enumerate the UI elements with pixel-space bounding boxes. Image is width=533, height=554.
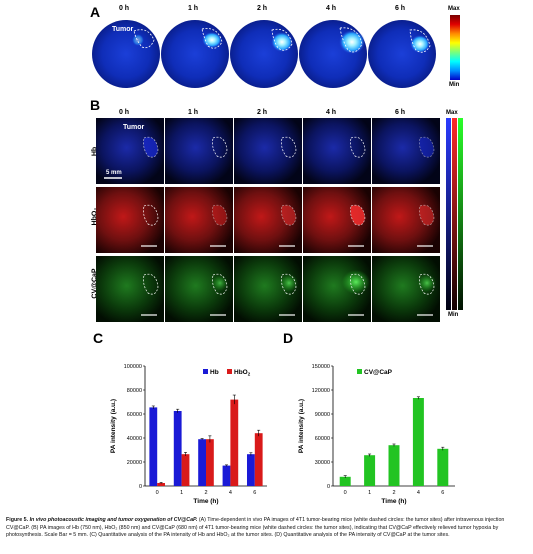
legend-label: HbO2 bbox=[234, 369, 251, 377]
x-tick-label: 1 bbox=[180, 490, 183, 496]
bar bbox=[230, 399, 239, 486]
y-axis-label: PA intensity (a.u.) bbox=[110, 399, 117, 453]
panel-b-images bbox=[96, 118, 440, 322]
y-tick-label: 20000 bbox=[127, 460, 142, 466]
pa-image-1h bbox=[161, 20, 229, 88]
y-tick-label: 60000 bbox=[315, 436, 330, 442]
pa-image-6h bbox=[368, 20, 436, 88]
y-tick-label: 30000 bbox=[315, 460, 330, 466]
panel-a-time-label: 6 h bbox=[394, 5, 406, 12]
pa-circle bbox=[299, 20, 367, 88]
panel-b-scale-label: 5 mm bbox=[106, 170, 122, 176]
panel-a-time-label: 2 h bbox=[256, 5, 268, 12]
bar bbox=[222, 465, 231, 486]
panel-b-time-label: 4 h bbox=[325, 109, 337, 116]
pa-circle bbox=[230, 20, 298, 88]
pa-image-0h bbox=[92, 20, 160, 88]
x-tick-label: 4 bbox=[417, 490, 420, 496]
tumor-outline bbox=[133, 29, 155, 49]
legend-swatch bbox=[357, 369, 362, 374]
panel-b-letter: B bbox=[90, 97, 101, 113]
panel-b-colorbar-max: Max bbox=[446, 110, 458, 116]
pa-circle bbox=[368, 20, 436, 88]
bar bbox=[173, 411, 182, 486]
bar bbox=[198, 439, 206, 486]
tumor-outline bbox=[201, 28, 223, 49]
y-tick-label: 100000 bbox=[124, 364, 142, 370]
panel-a-tumor-label: Tumor bbox=[112, 26, 134, 33]
x-tick-label: 6 bbox=[253, 490, 256, 496]
y-axis-label: PA intensity (a.u.) bbox=[298, 399, 305, 453]
panel-a-letter: A bbox=[90, 4, 101, 20]
bar bbox=[206, 439, 214, 486]
pa-circle bbox=[161, 20, 229, 88]
panel-b-time-label: 0 h bbox=[118, 109, 130, 116]
hb-colorbar bbox=[446, 118, 451, 310]
bar bbox=[437, 448, 449, 486]
panel-a-time-label: 1 h bbox=[187, 5, 199, 12]
cvcap-colorbar bbox=[458, 118, 463, 310]
tumor-outline bbox=[339, 27, 363, 53]
panel-b-time-label: 6 h bbox=[394, 109, 406, 116]
y-tick-label: 150000 bbox=[312, 364, 330, 370]
x-tick-label: 2 bbox=[204, 490, 207, 496]
x-axis-label: Time (h) bbox=[193, 498, 218, 505]
y-tick-label: 40000 bbox=[127, 436, 142, 442]
panel-a-time-label: 4 h bbox=[325, 5, 337, 12]
x-tick-label: 0 bbox=[344, 490, 347, 496]
y-tick-label: 60000 bbox=[127, 412, 142, 418]
panel-b-time-label: 1 h bbox=[187, 109, 199, 116]
bar bbox=[339, 476, 351, 486]
hbo2-colorbar bbox=[452, 118, 457, 310]
chart-c: 0 20000 40000 60000 80000 100000 PA intensity … bbox=[110, 364, 267, 505]
caption-text: (A) Time-dependent in vivo PA images of … bbox=[6, 517, 505, 539]
panel-b-time-label: 2 h bbox=[256, 109, 268, 116]
bar bbox=[246, 454, 255, 486]
tumor-outline bbox=[271, 28, 293, 51]
x-tick-label: 2 bbox=[392, 490, 395, 496]
x-axis-label: Time (h) bbox=[381, 498, 406, 505]
figure-caption: Figure 5. In vivo photoacoustic imaging … bbox=[6, 517, 528, 540]
bar bbox=[412, 398, 424, 486]
pa-image-2h bbox=[230, 20, 298, 88]
y-tick-label: 0 bbox=[327, 484, 330, 490]
legend-label: CV@CaP bbox=[364, 369, 393, 376]
legend-swatch bbox=[203, 369, 208, 374]
hb-row bbox=[96, 118, 440, 184]
x-tick-label: 1 bbox=[368, 490, 371, 496]
y-tick-label: 120000 bbox=[312, 388, 330, 394]
bar bbox=[254, 433, 263, 486]
bar bbox=[388, 445, 400, 486]
panel-a-colorbar bbox=[450, 15, 460, 80]
panel-a-time-label: 0 h bbox=[118, 5, 130, 12]
y-tick-label: 0 bbox=[139, 484, 142, 490]
caption-figure-label: Figure 5. bbox=[6, 517, 29, 523]
bar bbox=[157, 483, 166, 486]
panel-a-colorbar-max: Max bbox=[448, 6, 460, 12]
panel-a-colorbar-min: Min bbox=[449, 82, 460, 88]
panel-d-letter: D bbox=[283, 330, 294, 346]
x-tick-label: 4 bbox=[229, 490, 232, 496]
pa-image-4h bbox=[299, 20, 367, 88]
y-tick-label: 80000 bbox=[127, 388, 142, 394]
legend-swatch bbox=[227, 369, 232, 374]
hbo2-row bbox=[96, 187, 440, 253]
y-tick-label: 90000 bbox=[315, 412, 330, 418]
panel-c-letter: C bbox=[93, 330, 104, 346]
x-tick-label: 6 bbox=[441, 490, 444, 496]
bar bbox=[149, 407, 158, 486]
panel-b-colorbar-min: Min bbox=[448, 312, 459, 318]
caption-title: In vivo photoacoustic imaging and tumor … bbox=[29, 517, 198, 523]
x-tick-label: 0 bbox=[156, 490, 159, 496]
bar bbox=[364, 455, 376, 486]
cvcap-row bbox=[96, 256, 440, 322]
bar bbox=[181, 454, 190, 486]
panel-a-images bbox=[92, 20, 436, 88]
legend-label: Hb bbox=[210, 369, 219, 376]
chart-d: 0 30000 60000 90000 120000 150000 PA intensity… bbox=[298, 364, 455, 505]
panel-b-tumor-label: Tumor bbox=[123, 124, 145, 131]
